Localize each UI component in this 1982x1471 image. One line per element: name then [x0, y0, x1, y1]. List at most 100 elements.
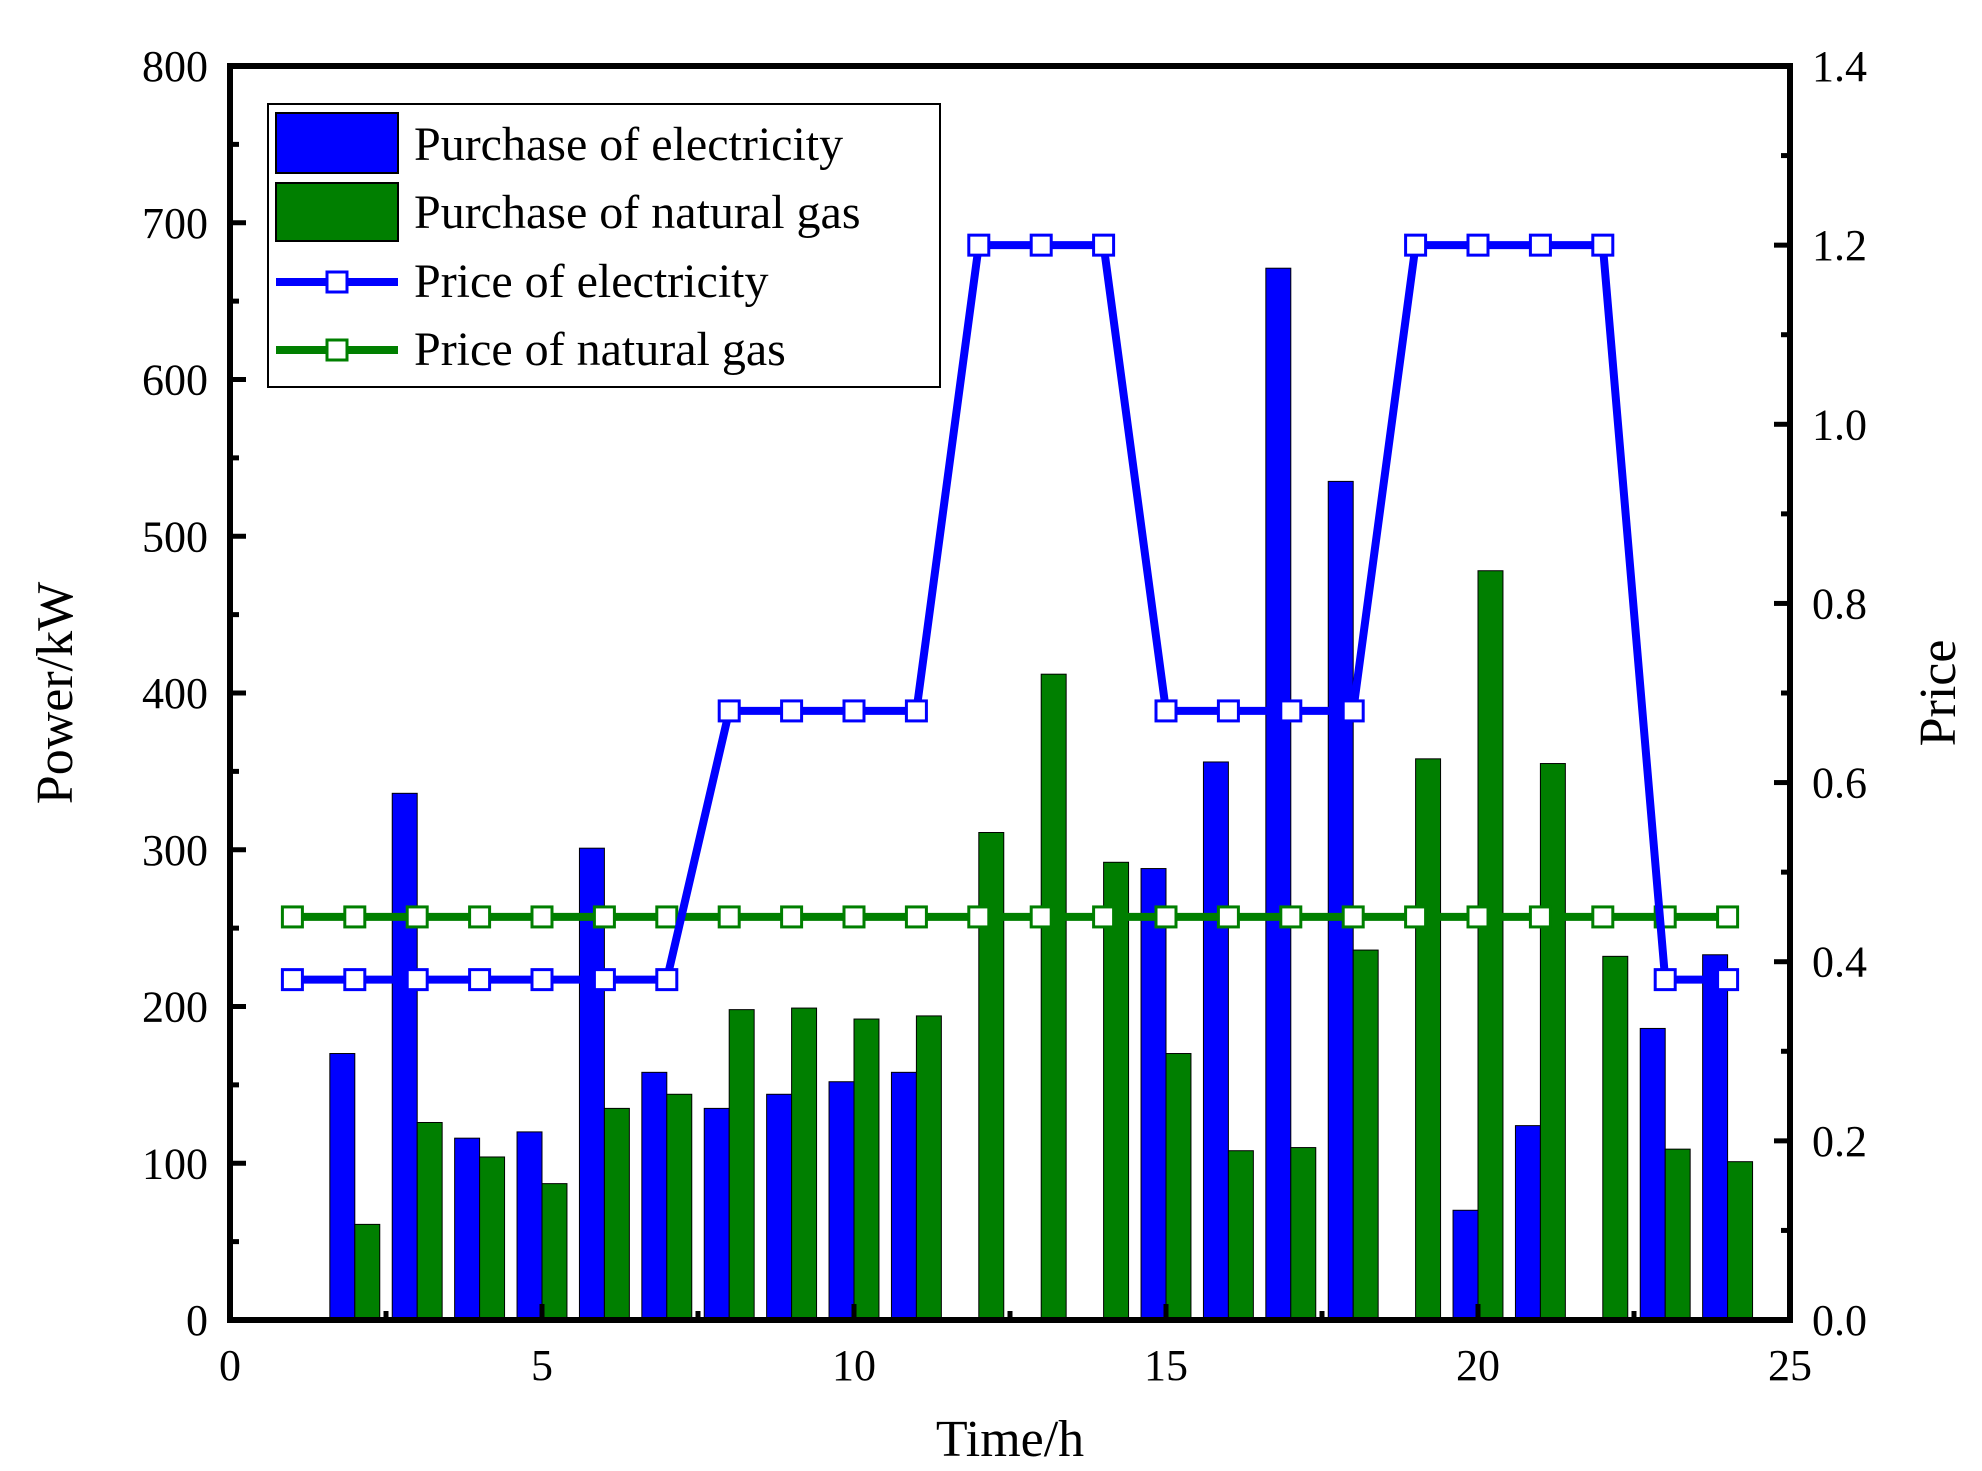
- gas-price-marker-4: [468, 905, 492, 929]
- y-right-tick-label: 0.8: [1812, 579, 1867, 628]
- gas-price-marker-20: [1466, 905, 1490, 929]
- gas-purchase-bar-20: [1477, 570, 1504, 1321]
- gas-purchase-bar-7: [666, 1093, 693, 1321]
- gas-price-marker-1: [280, 905, 304, 929]
- electricity-purchase-bar-15: [1140, 868, 1167, 1321]
- gas-purchase-bar-13: [1040, 673, 1067, 1321]
- y-left-tick-label: 200: [142, 983, 208, 1032]
- line-layer: [280, 233, 1740, 992]
- electricity-price-marker-16: [1216, 699, 1240, 723]
- electricity-purchase-bar-23: [1639, 1027, 1666, 1321]
- electricity-purchase-bar-3: [391, 792, 418, 1321]
- electricity-price-marker-15: [1154, 699, 1178, 723]
- electricity-price-marker-13: [1029, 233, 1053, 257]
- electricity-price-marker-14: [1092, 233, 1116, 257]
- y-left-tick-label: 600: [142, 356, 208, 405]
- y-right-tick-label: 0.6: [1812, 759, 1867, 808]
- gas-purchase-bar-2: [354, 1223, 381, 1321]
- gas-price-marker-7: [655, 905, 679, 929]
- legend-label-electricity-price: Price of electricity: [414, 255, 769, 308]
- tick-label-layer: 0 5 10 15 20 25 0 100 200 300 400 500 600 700 800 0.0 0.…: [142, 42, 1867, 1390]
- gas-price-marker-16: [1216, 905, 1240, 929]
- electricity-purchase-bar-10: [828, 1081, 855, 1321]
- electricity-price-marker-3: [405, 968, 429, 992]
- electricity-purchase-bar-4: [454, 1137, 481, 1321]
- gas-purchase-bar-21: [1539, 763, 1566, 1321]
- y-right-tick-label: 1.0: [1812, 400, 1867, 449]
- gas-price-marker-12: [967, 905, 991, 929]
- y-left-tick-label: 300: [142, 826, 208, 875]
- legend-swatch-electricity-purchase: [275, 112, 399, 174]
- gas-purchase-bar-6: [603, 1107, 630, 1321]
- gas-purchase-bar-9: [791, 1007, 818, 1321]
- gas-price-marker-21: [1528, 905, 1552, 929]
- electricity-price-marker-18: [1341, 699, 1365, 723]
- electricity-price-marker-23: [1653, 968, 1677, 992]
- y-left-tick-label: 0: [186, 1296, 208, 1345]
- gas-price-marker-3: [405, 905, 429, 929]
- gas-price-marker-18: [1341, 905, 1365, 929]
- legend-label-gas-purchase: Purchase of natural gas: [414, 186, 861, 239]
- gas-price-marker-14: [1092, 905, 1116, 929]
- electricity-purchase-bar-5: [516, 1131, 543, 1321]
- legend: Purchase of electricity Purchase of natu…: [267, 103, 941, 388]
- gas-purchase-bar-5: [541, 1183, 568, 1321]
- gas-price-marker-15: [1154, 905, 1178, 929]
- y-right-tick-label: 1.4: [1812, 42, 1867, 91]
- legend-label-gas-price: Price of natural gas: [414, 323, 786, 376]
- electricity-price-marker-5: [530, 968, 554, 992]
- y-left-tick-label: 100: [142, 1139, 208, 1188]
- gas-price-marker-13: [1029, 905, 1053, 929]
- gas-price-marker-11: [904, 905, 928, 929]
- gas-purchase-bar-24: [1727, 1161, 1754, 1321]
- gas-purchase-bar-8: [728, 1009, 755, 1321]
- electricity-price-marker-8: [717, 699, 741, 723]
- electricity-price-marker-7: [655, 968, 679, 992]
- electricity-price-marker-22: [1591, 233, 1615, 257]
- gas-purchase-bar-18: [1352, 949, 1379, 1321]
- y-right-tick-label: 0.0: [1812, 1296, 1867, 1345]
- electricity-purchase-bar-24: [1702, 954, 1729, 1321]
- legend-swatch-gas-purchase: [275, 182, 399, 242]
- x-axis-title: Time/h: [936, 1411, 1084, 1468]
- electricity-price-marker-9: [780, 699, 804, 723]
- electricity-price-marker-17: [1279, 699, 1303, 723]
- electricity-purchase-bar-7: [641, 1071, 668, 1321]
- x-tick-label: 10: [832, 1341, 876, 1390]
- y-left-tick-label: 700: [142, 199, 208, 248]
- gas-price-marker-22: [1591, 905, 1615, 929]
- y-right-tick-label: 1.2: [1812, 221, 1867, 270]
- electricity-purchase-bar-21: [1514, 1125, 1541, 1321]
- gas-price-marker-10: [842, 905, 866, 929]
- electricity-price-marker-21: [1528, 233, 1552, 257]
- electricity-price-marker-11: [904, 699, 928, 723]
- tick-layer: [227, 63, 1793, 1323]
- legend-marker-gas-price: [325, 338, 349, 362]
- electricity-purchase-bar-2: [329, 1053, 356, 1321]
- x-tick-label: 25: [1768, 1341, 1812, 1390]
- electricity-price-marker-6: [592, 968, 616, 992]
- gas-purchase-bar-23: [1664, 1148, 1691, 1321]
- gas-price-marker-19: [1404, 905, 1428, 929]
- electricity-price-marker-10: [842, 699, 866, 723]
- electricity-price-marker-1: [280, 968, 304, 992]
- gas-purchase-bar-15: [1165, 1053, 1192, 1321]
- electricity-price-marker-2: [343, 968, 367, 992]
- electricity-price-marker-20: [1466, 233, 1490, 257]
- y-right-tick-label: 0.4: [1812, 938, 1867, 987]
- y-axis-left-title: Power/kW: [27, 582, 84, 804]
- x-tick-label: 15: [1144, 1341, 1188, 1390]
- y-left-tick-label: 800: [142, 42, 208, 91]
- electricity-purchase-bar-20: [1452, 1209, 1479, 1321]
- gas-purchase-bar-10: [853, 1018, 880, 1321]
- electricity-purchase-bar-17: [1265, 267, 1292, 1321]
- x-tick-label: 20: [1456, 1341, 1500, 1390]
- y-axis-right-title: Price: [1910, 640, 1967, 747]
- gas-purchase-bar-11: [915, 1015, 942, 1321]
- electricity-price-marker-12: [967, 233, 991, 257]
- y-left-tick-label: 400: [142, 669, 208, 718]
- gas-price-marker-24: [1716, 905, 1740, 929]
- bar-layer: [329, 267, 1754, 1321]
- gas-purchase-bar-14: [1103, 861, 1130, 1321]
